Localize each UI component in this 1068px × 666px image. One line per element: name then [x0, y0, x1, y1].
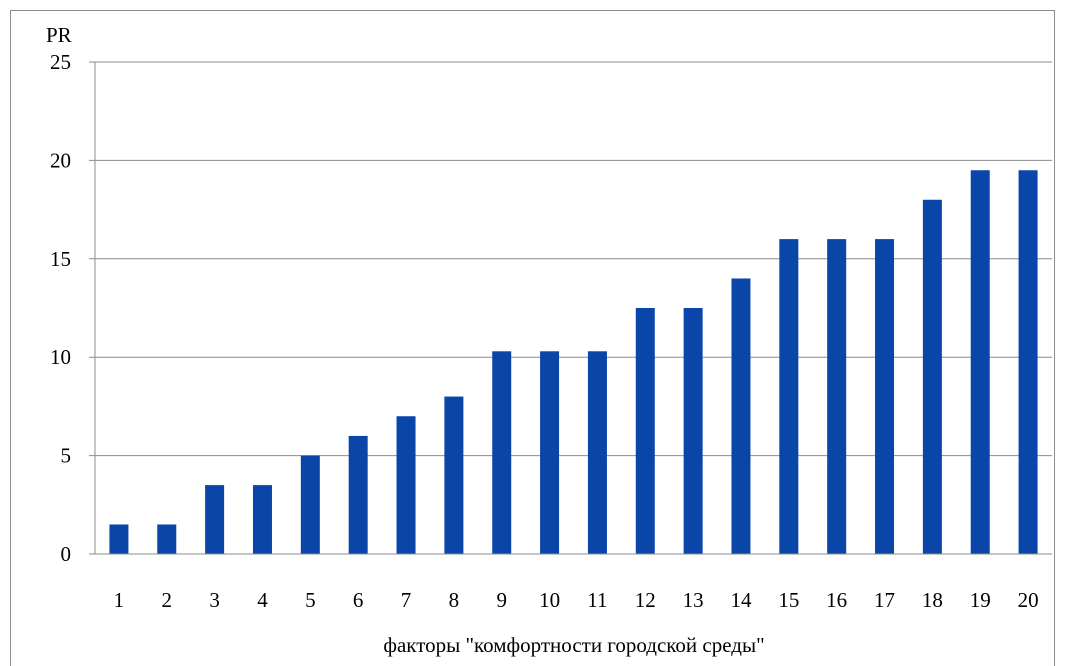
x-tick-label: 10: [539, 588, 560, 612]
x-tick-label: 11: [587, 588, 607, 612]
bar: [731, 278, 751, 554]
x-tick-label: 9: [496, 588, 507, 612]
bar: [875, 239, 895, 554]
y-tick-label: 5: [61, 444, 72, 468]
bar: [779, 239, 799, 554]
x-tick-label: 2: [162, 588, 173, 612]
x-axis-ticks: 1 2 3 4 5 6 7 8 9 10 11 12 13 14 15 16 17 18 19 20: [114, 588, 1039, 612]
y-tick-label: 15: [50, 247, 71, 271]
bar: [205, 485, 225, 554]
bar: [587, 351, 607, 554]
x-tick-label: 13: [683, 588, 704, 612]
bar: [252, 485, 272, 554]
bar: [683, 308, 703, 554]
x-tick-label: 4: [257, 588, 268, 612]
y-tick-label: 0: [61, 542, 72, 566]
bar: [348, 435, 368, 554]
y-tick-label: 25: [50, 50, 71, 74]
x-tick-label: 6: [353, 588, 364, 612]
x-tick-label: 14: [730, 588, 752, 612]
y-axis-label: PR: [46, 23, 72, 47]
bar: [540, 351, 560, 554]
bar: [922, 199, 942, 554]
bar: [827, 239, 847, 554]
y-tick-label: 10: [50, 345, 71, 369]
bar: [300, 455, 320, 554]
bar: [492, 351, 512, 554]
x-tick-label: 8: [449, 588, 460, 612]
bar: [970, 170, 990, 555]
bar: [109, 524, 129, 554]
bars: [109, 170, 1038, 555]
x-tick-label: 18: [922, 588, 943, 612]
y-tick-label: 20: [50, 148, 71, 172]
x-tick-label: 5: [305, 588, 316, 612]
x-tick-label: 19: [970, 588, 991, 612]
x-tick-label: 7: [401, 588, 412, 612]
bar: [157, 524, 177, 554]
x-axis-label: факторы "комфортности городской среды": [383, 633, 764, 657]
bar: [635, 308, 655, 554]
x-tick-label: 15: [778, 588, 799, 612]
bar: [1018, 170, 1038, 555]
x-tick-label: 12: [635, 588, 656, 612]
bar: [396, 416, 416, 554]
gridlines: [89, 61, 1052, 555]
y-axis-ticks: 0 5 10 15 20 25: [50, 50, 71, 566]
x-tick-label: 16: [826, 588, 847, 612]
bar: [444, 396, 464, 554]
x-tick-label: 20: [1018, 588, 1039, 612]
x-tick-label: 3: [209, 588, 220, 612]
x-tick-label: 1: [114, 588, 125, 612]
x-tick-label: 17: [874, 588, 895, 612]
